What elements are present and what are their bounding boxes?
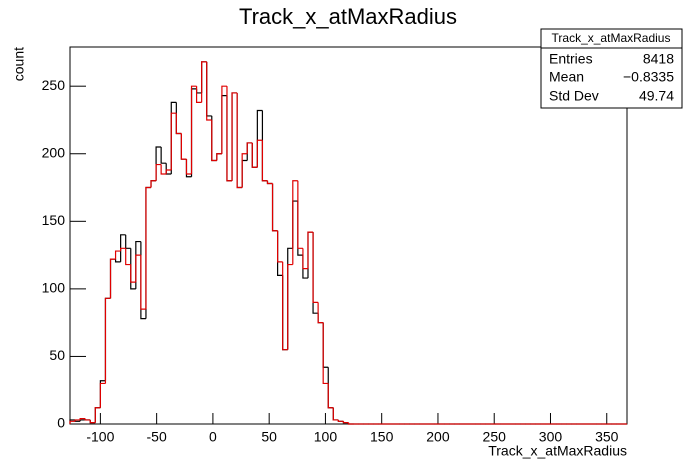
- stats-box: Track_x_atMaxRadius Entries 8418 Mean −0…: [540, 28, 683, 109]
- histogram-bin: [170, 112, 177, 170]
- histogram-bin: [165, 169, 172, 175]
- stats-frame: [540, 28, 683, 109]
- x-tick-label: -50: [147, 429, 167, 445]
- histogram-bin: [236, 92, 243, 189]
- x-axis-label: Track_x_atMaxRadius: [488, 443, 627, 459]
- stats-value: 49.74: [639, 88, 674, 104]
- histogram-bin: [94, 407, 101, 423]
- chart-title: Track_x_atMaxRadius: [239, 4, 457, 29]
- y-tick-label: 0: [57, 415, 65, 431]
- x-tick-label: 50: [261, 429, 277, 445]
- histogram-bin: [180, 133, 187, 160]
- x-tick-label: 350: [595, 429, 619, 445]
- histogram-bin: [271, 183, 278, 232]
- histogram-bin: [145, 186, 152, 310]
- histogram-bin: [347, 422, 354, 425]
- y-tick-label: 150: [42, 212, 66, 228]
- histogram-bin: [114, 259, 121, 263]
- histogram-bin: [150, 180, 157, 188]
- x-tick-label: 200: [426, 429, 450, 445]
- x-tick-label: 100: [314, 429, 338, 445]
- histogram-bin: [261, 140, 268, 182]
- x-tick-label: 300: [539, 429, 563, 445]
- histogram-bin: [226, 86, 233, 182]
- stats-title: Track_x_atMaxRadius: [552, 31, 671, 45]
- histogram-bin: [114, 250, 121, 260]
- histogram-bin: [287, 263, 293, 350]
- stats-value: −0.8335: [623, 69, 674, 85]
- histogram-bin: [307, 231, 314, 269]
- histogram-bin: [246, 142, 253, 154]
- histogram-bin: [155, 163, 162, 181]
- y-tick-label: 200: [42, 144, 66, 160]
- stats-value: 8418: [643, 51, 674, 67]
- histogram-bin: [130, 248, 136, 290]
- histogram-bin: [342, 421, 349, 424]
- histogram-bin: [332, 407, 339, 421]
- histogram-bin: [327, 383, 334, 409]
- histogram-bin: [302, 248, 308, 270]
- histogram-bin: [251, 142, 258, 168]
- x-tick-label: 150: [370, 429, 394, 445]
- histogram-bin: [221, 85, 227, 154]
- histogram-bin: [317, 302, 324, 324]
- y-tick-label: 100: [42, 280, 66, 296]
- x-tick-label: 0: [209, 429, 217, 445]
- stats-key: Std Dev: [549, 88, 599, 104]
- histogram-bin: [241, 153, 248, 188]
- histogram-bin: [120, 234, 126, 262]
- histogram-bin: [297, 180, 303, 249]
- histogram-bin: [312, 232, 319, 303]
- histogram-bin: [104, 297, 111, 384]
- histogram-bin: [195, 86, 202, 104]
- histogram-bin: [337, 419, 344, 422]
- histogram-bin: [120, 247, 126, 252]
- histogram-bin: [322, 322, 329, 385]
- x-tick-label: 250: [483, 429, 507, 445]
- stats-key: Entries: [549, 51, 593, 67]
- histogram-bin: [231, 92, 238, 181]
- y-tick-label: 50: [49, 347, 65, 363]
- histogram-bin: [266, 180, 273, 185]
- histogram-bin: [160, 146, 167, 164]
- histogram-bin: [175, 113, 182, 135]
- histogram-bin: [84, 418, 91, 421]
- histogram-bin: [69, 420, 76, 424]
- histogram-bin: [89, 419, 96, 424]
- histogram-bin: [125, 248, 131, 266]
- histogram-bin: [74, 419, 81, 422]
- histogram-bin: [185, 159, 192, 175]
- histogram-bin: [140, 255, 146, 310]
- histogram-bin: [135, 254, 141, 283]
- histogram-bin: [277, 230, 283, 263]
- histogram-bin: [79, 417, 86, 420]
- histogram-bin: [201, 61, 207, 103]
- stats-key: Mean: [549, 69, 584, 85]
- histogram-bin: [216, 153, 222, 161]
- histogram-bin: [292, 180, 298, 265]
- y-axis-label: count: [11, 47, 27, 81]
- histogram-bin: [282, 261, 288, 351]
- histogram-bin: [130, 264, 136, 283]
- y-tick-label: 250: [42, 77, 66, 93]
- histogram-bin: [160, 164, 167, 175]
- histogram-bin: [211, 119, 217, 162]
- histogram-bin: [256, 139, 263, 168]
- x-tick-label: -100: [86, 429, 114, 445]
- histogram-bin: [99, 382, 106, 408]
- histogram-bin: [109, 258, 116, 299]
- histogram-bin: [206, 61, 212, 121]
- histogram-bin: [190, 85, 197, 175]
